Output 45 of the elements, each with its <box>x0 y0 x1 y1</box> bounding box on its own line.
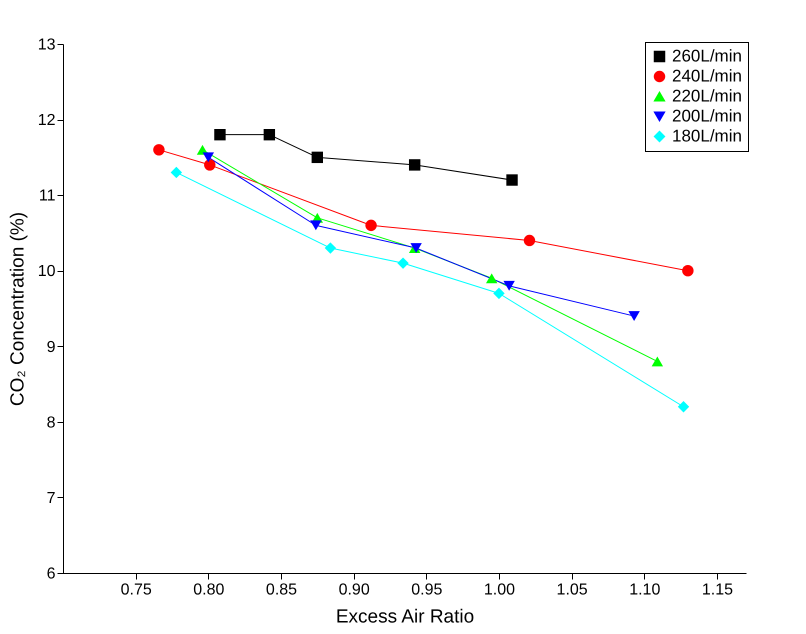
x-tick-label: 1.05 <box>556 582 588 598</box>
point <box>214 128 226 140</box>
x-tick-label: 1.10 <box>629 582 660 598</box>
x-tick-label: 0.75 <box>120 582 152 598</box>
point <box>310 220 322 230</box>
point <box>486 273 498 284</box>
point <box>202 152 214 162</box>
y-tick-label: 7 <box>46 490 56 507</box>
point <box>312 152 324 164</box>
point <box>652 356 664 366</box>
y-tick-label: 10 <box>38 263 56 280</box>
point <box>153 144 165 156</box>
x-tick-label: 0.95 <box>411 582 442 598</box>
y-axis-title: CO₂ Concentration (%) <box>8 212 29 406</box>
point <box>397 257 409 269</box>
y-tick-label: 8 <box>46 414 56 432</box>
legend-label: 240L/min <box>672 66 742 86</box>
x-tick-label: 1.15 <box>702 582 734 598</box>
x-tick-label: 0.90 <box>338 582 370 598</box>
point <box>324 242 336 254</box>
point <box>264 128 276 140</box>
y-tick-label: 12 <box>38 112 56 130</box>
point <box>628 311 640 321</box>
x-tick-label: 0.85 <box>266 582 298 598</box>
point <box>365 220 377 232</box>
x-tick-label: 1.00 <box>484 582 516 598</box>
point <box>506 174 518 186</box>
y-tick-label: 11 <box>38 188 56 205</box>
legend-label: 200L/min <box>672 106 742 126</box>
point <box>408 159 420 171</box>
y-tick-label: 6 <box>46 566 56 582</box>
x-axis-title: Excess Air Ratio <box>336 606 474 628</box>
legend-label: 220L/min <box>672 86 742 106</box>
y-tick-label: 9 <box>46 338 56 356</box>
y-tick-label: 13 <box>38 36 56 54</box>
point <box>524 234 536 246</box>
point <box>493 288 505 300</box>
point <box>503 280 515 291</box>
legend-label: 180L/min <box>672 126 742 146</box>
point <box>204 159 216 171</box>
point <box>682 265 694 276</box>
point <box>678 401 690 412</box>
x-tick-label: 0.80 <box>193 582 224 598</box>
legend-label: 260L/min <box>672 46 742 66</box>
point <box>170 166 182 178</box>
